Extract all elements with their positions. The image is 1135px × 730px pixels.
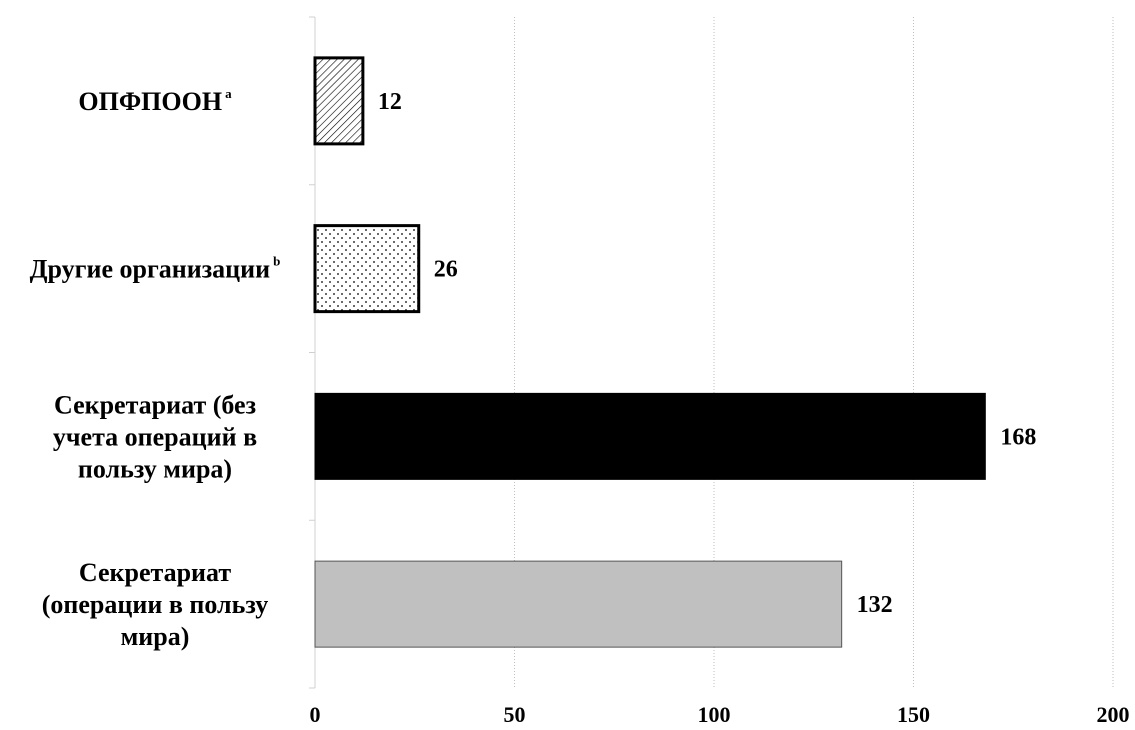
- category-label: Другие организации b: [30, 254, 281, 284]
- category-label: (операции в пользу: [42, 590, 269, 619]
- footnote-marker: b: [273, 254, 280, 269]
- gridlines: [514, 17, 1114, 688]
- footnote-marker: a: [225, 86, 232, 101]
- category-labels: ОПФПООН a Другие организации b Секретариат (…: [30, 86, 281, 651]
- bars: [313, 56, 986, 648]
- category-label: Секретариат: [79, 558, 231, 587]
- x-tick-label: 50: [504, 702, 526, 727]
- x-tick-label: 200: [1097, 702, 1130, 727]
- value-label: 168: [1000, 424, 1036, 450]
- bar: [313, 56, 365, 146]
- category-label: ОПФПООН a: [78, 86, 232, 116]
- bar: [314, 560, 843, 648]
- x-tick-label: 100: [698, 702, 731, 727]
- value-label: 132: [857, 592, 893, 618]
- category-label: мира): [121, 622, 190, 651]
- bar: [313, 224, 421, 314]
- category-label: Секретариат (без: [54, 390, 256, 419]
- bar: [314, 392, 986, 480]
- x-tick-label: 0: [310, 702, 321, 727]
- value-labels: 12 26 168 132: [378, 89, 1036, 618]
- category-label: пользу мира): [78, 454, 232, 483]
- x-tick-label: 150: [897, 702, 930, 727]
- x-tick-labels: 0 50 100 150 200: [310, 702, 1130, 727]
- category-label: учета операций в: [53, 422, 257, 451]
- value-label: 26: [434, 257, 458, 283]
- value-label: 12: [378, 89, 402, 115]
